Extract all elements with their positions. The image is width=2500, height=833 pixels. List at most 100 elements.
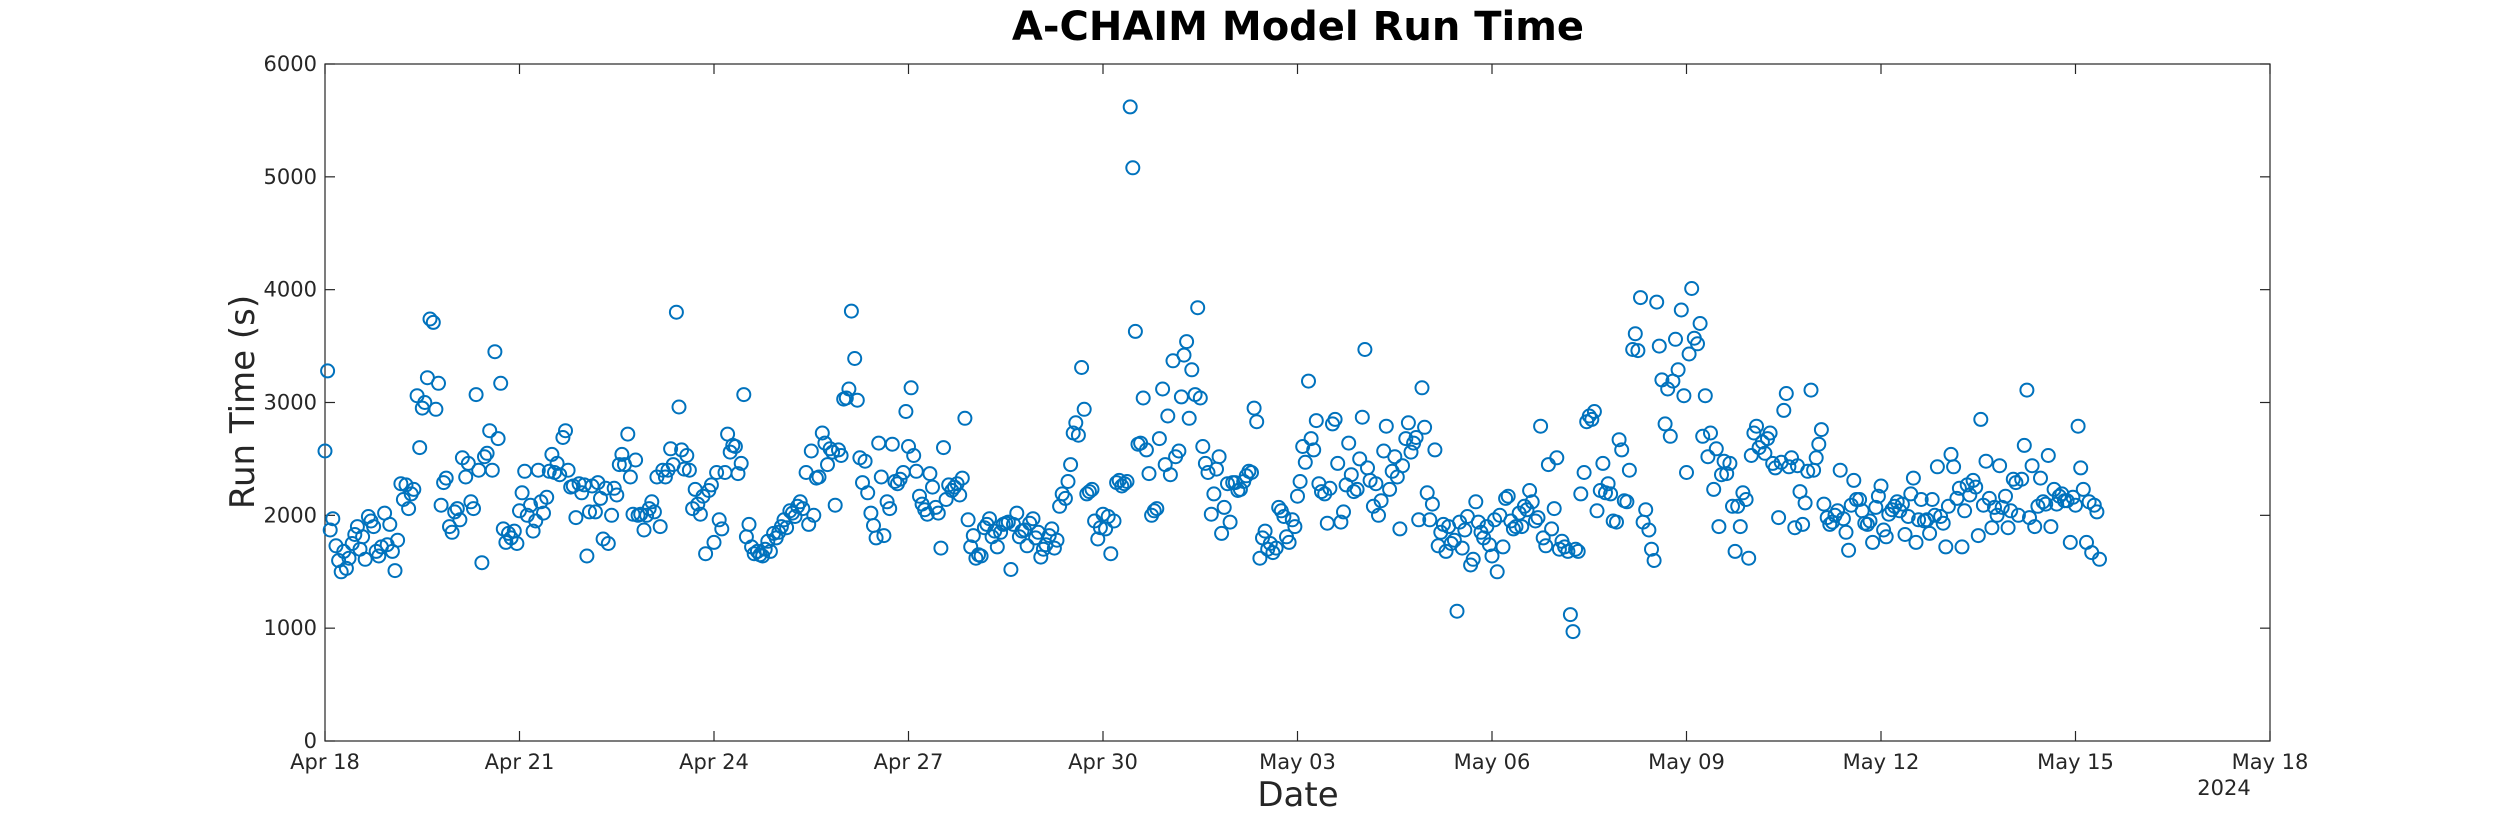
data-point: [1303, 431, 1319, 447]
x-tick-label: Apr 18: [290, 750, 360, 774]
data-point: [741, 516, 757, 532]
data-point: [1633, 290, 1648, 306]
data-point: [957, 410, 973, 426]
data-point: [620, 426, 636, 442]
data-point: [2065, 489, 2081, 505]
data-point: [517, 463, 533, 479]
data-point: [706, 534, 722, 550]
data-point: [357, 551, 373, 567]
data-point: [1943, 446, 1959, 462]
data-point: [806, 507, 822, 523]
data-point: [912, 488, 927, 504]
data-point: [1776, 402, 1792, 418]
data-point: [1527, 513, 1543, 529]
data-point: [1076, 401, 1092, 417]
data-point: [1787, 520, 1803, 536]
data-point: [1897, 527, 1913, 542]
data-point: [906, 448, 922, 463]
data-point: [574, 485, 590, 501]
x-tick-label: May 12: [1843, 750, 1920, 774]
data-point: [1341, 435, 1357, 451]
data-point: [1257, 523, 1273, 539]
x-tick-label: May 09: [1648, 750, 1725, 774]
data-point: [1743, 448, 1759, 463]
data-point: [1438, 543, 1454, 559]
data-point: [1935, 515, 1951, 531]
data-point: [1468, 494, 1484, 510]
data-point: [1176, 347, 1192, 363]
data-point: [1343, 467, 1359, 483]
data-point: [1306, 442, 1322, 458]
data-point: [849, 392, 865, 408]
data-point: [598, 480, 614, 496]
data-point: [1762, 425, 1778, 441]
data-point: [1913, 492, 1929, 507]
data-point: [982, 511, 997, 527]
data-point: [433, 497, 449, 513]
data-point: [1232, 481, 1248, 497]
data-point: [965, 528, 981, 544]
data-point: [1046, 540, 1062, 556]
data-point: [1033, 549, 1049, 565]
data-point: [1627, 326, 1643, 342]
data-point: [487, 344, 503, 360]
data-point: [1565, 624, 1581, 640]
data-point: [1470, 514, 1486, 530]
data-point: [1894, 496, 1910, 512]
data-point: [2016, 437, 2032, 453]
data-point: [1679, 465, 1694, 480]
data-point: [1749, 418, 1764, 434]
data-point: [2073, 460, 2089, 476]
data-point: [803, 443, 819, 459]
data-point: [1268, 540, 1284, 556]
data-point: [1290, 488, 1305, 504]
data-point: [1924, 492, 1940, 507]
data-point: [1695, 428, 1711, 444]
data-point: [622, 469, 638, 485]
data-point: [1352, 451, 1368, 467]
data-point: [1725, 498, 1740, 514]
data-point: [479, 445, 495, 461]
data-point: [1489, 564, 1505, 580]
data-point: [1141, 466, 1157, 482]
data-point: [1868, 499, 1884, 515]
data-point: [1741, 550, 1757, 566]
data-point: [1084, 481, 1100, 497]
data-point: [587, 504, 603, 520]
data-point: [755, 548, 771, 564]
data-point: [1127, 323, 1143, 339]
data-point: [1184, 362, 1200, 378]
data-point: [1719, 466, 1735, 482]
data-point: [717, 465, 733, 480]
data-point: [1573, 486, 1589, 502]
data-point: [1878, 529, 1894, 545]
data-point: [827, 497, 843, 513]
data-point: [1090, 531, 1106, 547]
data-point: [1149, 501, 1165, 517]
data-point: [1119, 474, 1135, 489]
data-point: [1835, 511, 1851, 527]
data-point: [471, 462, 487, 478]
data-point: [1349, 481, 1365, 497]
data-point: [422, 311, 438, 327]
y-tick-label: 4000: [264, 278, 317, 302]
data-point: [1398, 431, 1414, 447]
data-point: [873, 469, 889, 485]
data-point: [811, 469, 827, 485]
data-point: [879, 494, 895, 510]
data-point: [1368, 476, 1384, 492]
data-point: [1484, 548, 1500, 564]
data-point: [847, 351, 863, 366]
data-point: [530, 462, 546, 478]
data-point: [1813, 422, 1829, 438]
data-point: [1246, 400, 1262, 416]
data-point: [1697, 388, 1713, 404]
data-point: [838, 390, 854, 406]
data-point: [2010, 507, 2026, 523]
data-point: [736, 387, 752, 403]
data-point: [903, 380, 919, 396]
data-point: [868, 530, 884, 546]
data-point: [1519, 502, 1535, 518]
data-point: [1938, 539, 1954, 555]
